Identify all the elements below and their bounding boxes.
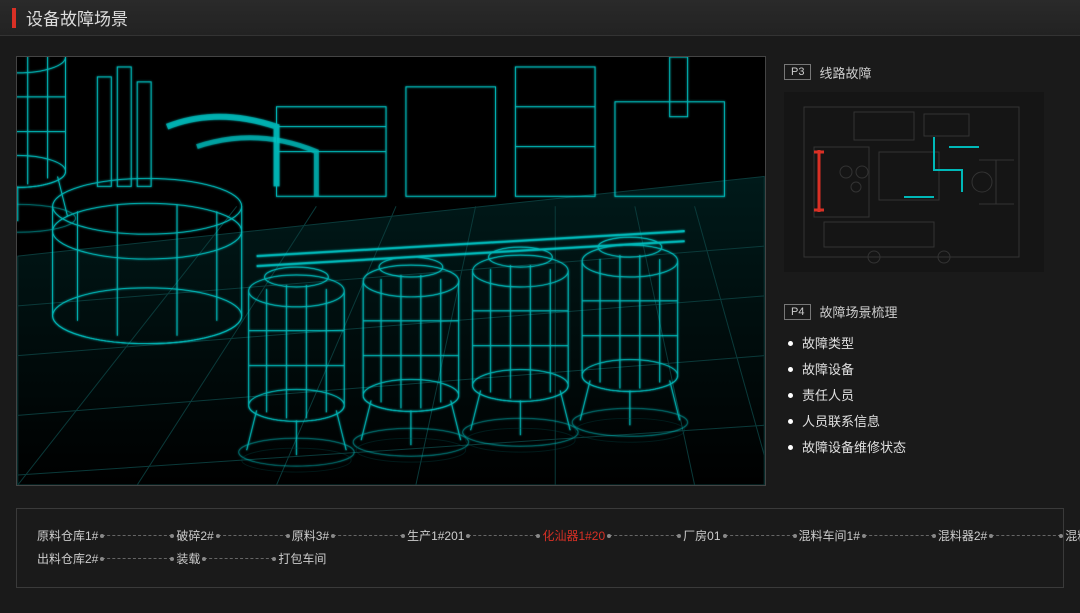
list-item: 故障类型: [802, 331, 1064, 357]
panel-p4-header: P4 故障场景梳理: [784, 302, 897, 321]
flow-row-2: 出料仓库2# 装载 打包车间: [37, 550, 1043, 567]
panel-p3-header: P3 线路故障: [784, 63, 871, 82]
flow-connector: [725, 535, 795, 536]
flow-connector: [204, 558, 274, 559]
flow-connector: [991, 535, 1061, 536]
flow-node[interactable]: 出料仓库2#: [37, 550, 98, 567]
flow-node[interactable]: 化汕器1#20: [542, 527, 605, 544]
flow-connector: [102, 558, 172, 559]
header-accent: [12, 8, 16, 28]
list-item: 故障设备: [802, 357, 1064, 383]
flow-panel: 原料仓库1# 破碎2# 原料3# 生产1#201 化汕器1#20 厂房01 混料车间1# 混料…: [16, 508, 1064, 588]
flow-connector: [864, 535, 934, 536]
page-title: 设备故障场景: [26, 5, 128, 30]
tag-p3-label: 线路故障: [819, 63, 871, 82]
list-item: 人员联系信息: [802, 409, 1064, 435]
flow-node[interactable]: 生产1#201: [407, 527, 464, 544]
tag-p4: P4: [784, 304, 811, 320]
wireframe-scene: [17, 57, 765, 485]
flow-node[interactable]: 装载: [176, 550, 200, 567]
flow-node[interactable]: 混料车间1#: [799, 527, 860, 544]
flow-node[interactable]: 混料厂3#: [1065, 527, 1080, 544]
list-item: 故障设备维修状态: [802, 435, 1064, 461]
list-item: 责任人员: [802, 383, 1064, 409]
flow-connector: [333, 535, 403, 536]
info-list: 故障类型 故障设备 责任人员 人员联系信息 故障设备维修状态: [784, 331, 1064, 461]
flow-connector: [218, 535, 288, 536]
flow-row-1: 原料仓库1# 破碎2# 原料3# 生产1#201 化汕器1#20 厂房01 混料车间1# 混料…: [37, 527, 1043, 544]
main-area: P3 线路故障: [0, 36, 1080, 486]
scene-viewport[interactable]: [16, 56, 766, 486]
tag-p4-label: 故障场景梳理: [819, 302, 897, 321]
minimap[interactable]: [784, 92, 1044, 272]
flow-node[interactable]: 打包车间: [278, 550, 326, 567]
flow-connector: [102, 535, 172, 536]
flow-node[interactable]: 原料3#: [292, 527, 329, 544]
side-panel: P3 线路故障: [784, 56, 1064, 486]
flow-connector: [468, 535, 538, 536]
flow-node[interactable]: 原料仓库1#: [37, 527, 98, 544]
tag-p3: P3: [784, 64, 811, 80]
header-bar: 设备故障场景: [0, 0, 1080, 36]
flow-node[interactable]: 破碎2#: [176, 527, 213, 544]
flow-connector: [609, 535, 679, 536]
flow-node[interactable]: 混料器2#: [938, 527, 987, 544]
flow-node[interactable]: 厂房01: [683, 527, 720, 544]
